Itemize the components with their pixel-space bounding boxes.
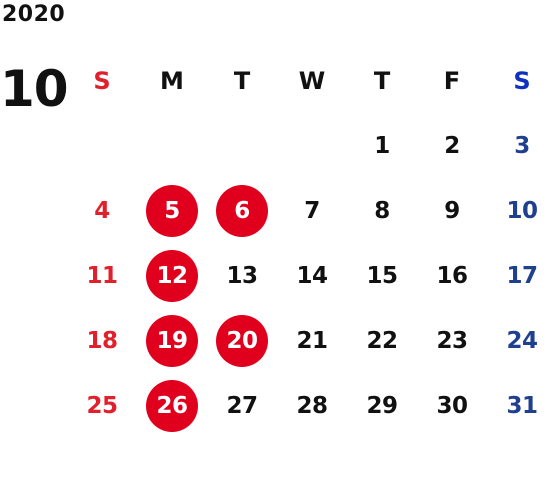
day-cell: 1 [347, 113, 417, 178]
day-number: 9 [444, 197, 460, 224]
holiday-day: 12 [146, 249, 198, 302]
day-number: 23 [436, 327, 468, 354]
day-cell: 19 [137, 308, 207, 373]
holiday-day: 26 [146, 379, 198, 432]
holiday-day: 19 [146, 314, 198, 367]
day-cell: 28 [277, 373, 347, 438]
holiday-day: 20 [216, 314, 268, 367]
day-cell: 29 [347, 373, 417, 438]
day-cell: 31 [487, 373, 548, 438]
month-number: 10 [0, 60, 69, 118]
day-number: 24 [506, 327, 538, 354]
week-row: 25 26 27 28 29 30 31 [67, 373, 548, 438]
day-cell: 4 [67, 178, 137, 243]
day-number: 16 [436, 262, 468, 289]
day-number: 27 [226, 392, 258, 419]
day-cell [207, 113, 277, 178]
day-cell: 3 [487, 113, 548, 178]
day-cell: 8 [347, 178, 417, 243]
day-number: 4 [94, 197, 110, 224]
day-cell: 10 [487, 178, 548, 243]
day-number: 31 [506, 392, 538, 419]
day-cell: 27 [207, 373, 277, 438]
year-label: 2020 [2, 2, 66, 27]
day-cell: 25 [67, 373, 137, 438]
day-number: 13 [226, 262, 258, 289]
day-cell: 7 [277, 178, 347, 243]
day-cell: 17 [487, 243, 548, 308]
day-cell: 18 [67, 308, 137, 373]
day-cell: 5 [137, 178, 207, 243]
day-cell: 30 [417, 373, 487, 438]
weekday-wednesday: W [298, 66, 326, 95]
weekday-sunday: S [93, 66, 111, 95]
day-cell: 15 [347, 243, 417, 308]
day-cell [277, 113, 347, 178]
day-number: 7 [304, 197, 320, 224]
day-cell: 11 [67, 243, 137, 308]
day-cell [67, 113, 137, 178]
weekday-monday: M [160, 66, 184, 95]
day-cell: 2 [417, 113, 487, 178]
day-cell: 9 [417, 178, 487, 243]
holiday-day: 6 [216, 184, 268, 237]
weekday-thursday: T [373, 66, 391, 95]
day-cell: 21 [277, 308, 347, 373]
day-number: 21 [296, 327, 328, 354]
day-number: 28 [296, 392, 328, 419]
day-number: 29 [366, 392, 398, 419]
day-cell: 22 [347, 308, 417, 373]
day-cell: 23 [417, 308, 487, 373]
day-cell: 16 [417, 243, 487, 308]
week-row: 4 5 6 7 8 9 10 [67, 178, 548, 243]
day-cell: 13 [207, 243, 277, 308]
day-number: 15 [366, 262, 398, 289]
day-number: 25 [86, 392, 118, 419]
day-cell [137, 113, 207, 178]
week-row: 1 2 3 [67, 113, 548, 178]
weekday-tuesday: T [233, 66, 251, 95]
weeks-container: 1 2 3 4 5 6 7 8 9 10 11 12 13 14 15 16 17 18 19 20 21 22 23 24 2… [67, 113, 548, 438]
day-number: 3 [514, 132, 530, 159]
day-cell: 20 [207, 308, 277, 373]
week-row: 18 19 20 21 22 23 24 [67, 308, 548, 373]
day-number: 17 [506, 262, 538, 289]
day-number: 2 [444, 132, 460, 159]
day-number: 1 [374, 132, 390, 159]
weekday-header-row: S M T W T F S [67, 48, 548, 113]
day-number: 8 [374, 197, 390, 224]
day-number: 10 [506, 197, 538, 224]
day-cell: 6 [207, 178, 277, 243]
day-cell: 26 [137, 373, 207, 438]
weekday-friday: F [443, 66, 461, 95]
day-number: 14 [296, 262, 328, 289]
day-number: 22 [366, 327, 398, 354]
day-number: 18 [86, 327, 118, 354]
weekday-saturday: S [513, 66, 531, 95]
day-cell: 12 [137, 243, 207, 308]
day-number: 30 [436, 392, 468, 419]
day-number: 11 [86, 262, 118, 289]
week-row: 11 12 13 14 15 16 17 [67, 243, 548, 308]
day-cell: 24 [487, 308, 548, 373]
day-cell: 14 [277, 243, 347, 308]
calendar-grid: S M T W T F S 1 2 3 4 5 6 7 8 9 10 11 12 13 14 15 16 17 1… [67, 48, 548, 438]
holiday-day: 5 [146, 184, 198, 237]
